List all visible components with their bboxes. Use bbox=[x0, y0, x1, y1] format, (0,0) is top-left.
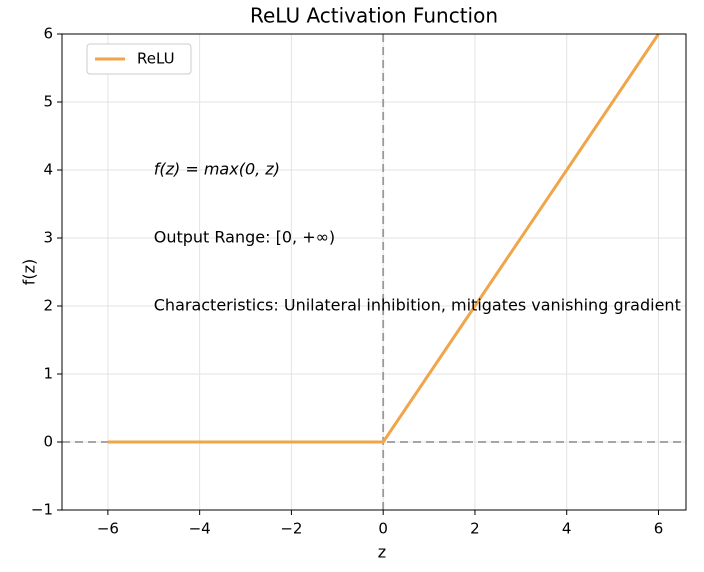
y-tick-label: 6 bbox=[43, 25, 53, 43]
plot-frame bbox=[61, 33, 687, 511]
y-tick-label: 2 bbox=[43, 297, 53, 315]
legend-box bbox=[86, 43, 192, 75]
y-tick-label: 3 bbox=[43, 229, 53, 247]
x-tick-label: −6 bbox=[97, 520, 119, 538]
annotation: Characteristics: Unilateral inhibition, … bbox=[154, 296, 681, 315]
line bbox=[107, 33, 660, 444]
x-tick-label: 2 bbox=[470, 520, 480, 538]
y-tick-label: 5 bbox=[43, 93, 53, 111]
x-tick-label: 4 bbox=[562, 520, 572, 538]
annotation: Output Range: [0, +∞) bbox=[154, 228, 335, 247]
x-tick-label: −4 bbox=[189, 520, 211, 538]
legend-label: ReLU bbox=[137, 50, 175, 68]
x-tick-label: 0 bbox=[378, 520, 388, 538]
x-tick-label: −2 bbox=[280, 520, 302, 538]
y-tick-label: 4 bbox=[43, 161, 53, 179]
y-tick-label: 0 bbox=[43, 433, 53, 451]
annotation: f(z) = max(0, z) bbox=[154, 160, 280, 179]
y-tick-label: −1 bbox=[31, 501, 53, 519]
x-axis-label: z bbox=[378, 543, 386, 562]
y-axis-label: f(z) bbox=[20, 259, 39, 286]
chart-title: ReLU Activation Function bbox=[250, 4, 498, 28]
y-tick-label: 1 bbox=[43, 365, 53, 383]
x-tick-label: 6 bbox=[654, 520, 664, 538]
